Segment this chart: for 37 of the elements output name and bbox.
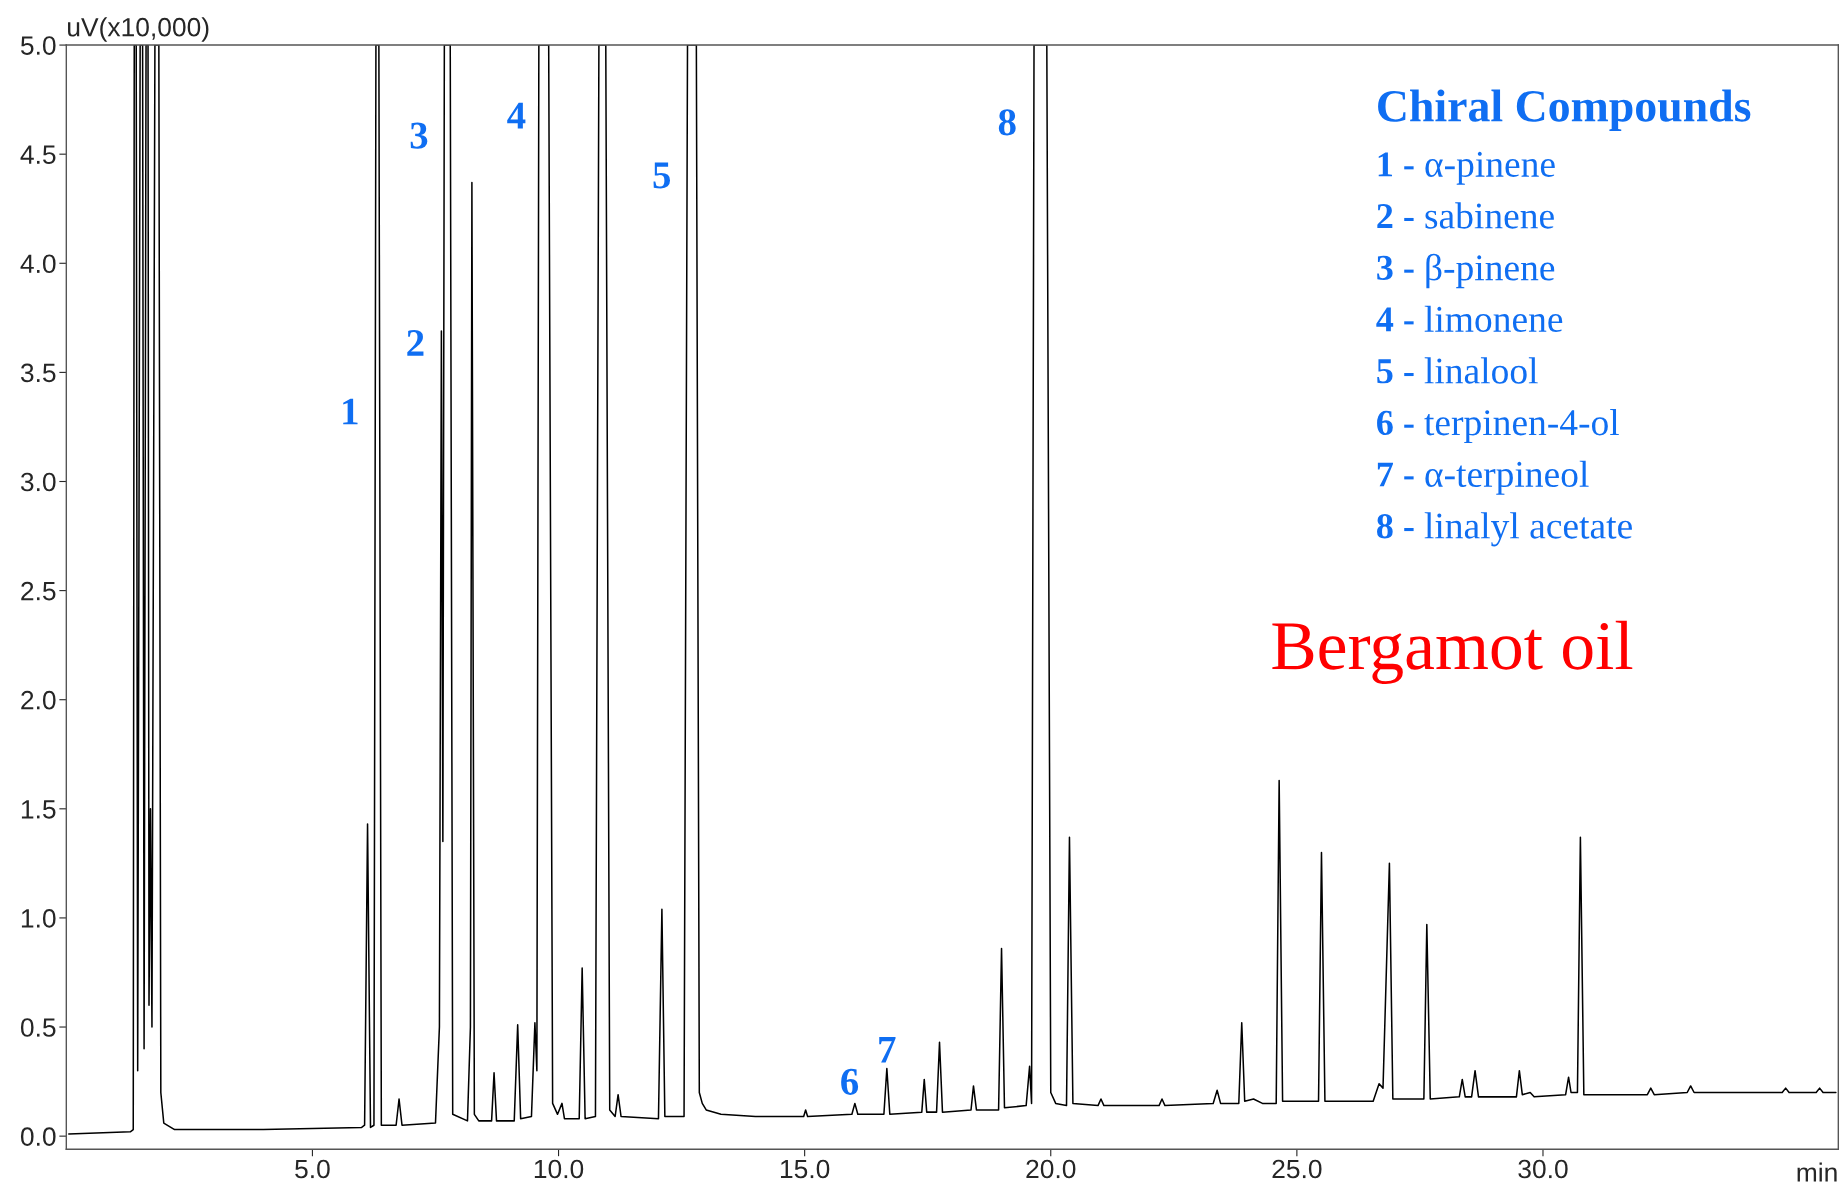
annotation: 2 - sabinene <box>1377 202 1554 229</box>
annotation: 7 - α-terpineol <box>1377 460 1589 495</box>
x-tick-label: 15.0 <box>780 1159 830 1179</box>
x-tick-label: 5.0 <box>295 1159 330 1179</box>
annotation: 8 <box>998 109 1016 136</box>
y-tick-label: 4.0 <box>20 254 56 274</box>
y-tick-label: 1.5 <box>21 800 56 819</box>
y-tick-label: 4.5 <box>20 145 56 164</box>
annotation: 2 <box>407 330 424 356</box>
x-tick-label: 25.0 <box>1272 1159 1322 1179</box>
x-tick-label: 20.0 <box>1026 1159 1076 1179</box>
annotation: 6 <box>841 1068 859 1095</box>
annotation: 4 - limonene <box>1376 305 1563 333</box>
y-tick-label: 2.0 <box>21 690 56 710</box>
annotation: 4 <box>507 102 526 129</box>
x-tick-label: 10.0 <box>534 1159 584 1179</box>
annotation: 8 - linalyl acetate <box>1377 512 1632 547</box>
x-tick-label: 30.0 <box>1518 1159 1568 1179</box>
annotation: Chiral Compounds <box>1378 89 1751 131</box>
y-tick-label: 1.0 <box>21 909 56 928</box>
y-axis-title: uV(x10,000) <box>68 17 209 42</box>
y-tick-label: 0.0 <box>20 1127 56 1146</box>
annotation: Bergamot oil <box>1272 620 1633 684</box>
y-tick-label: 3.5 <box>20 363 56 383</box>
y-tick-label: 0.5 <box>20 1018 56 1037</box>
annotation: 3 - β-pinene <box>1377 253 1555 289</box>
annotation: 1 <box>343 398 358 425</box>
annotation: 7 <box>879 1037 896 1063</box>
y-tick-label: 2.5 <box>21 581 56 601</box>
annotation: 5 - linalool <box>1377 357 1538 384</box>
y-tick-label: 5.0 <box>20 36 56 55</box>
annotation: 6 - terpinen-4-ol <box>1377 409 1619 444</box>
x-axis-title: min <box>1797 1162 1837 1182</box>
annotation: 1 - α-pinene <box>1378 151 1555 185</box>
annotation: 5 <box>653 162 671 189</box>
y-tick-label: 3.0 <box>20 472 56 492</box>
annotation: 3 <box>410 122 428 149</box>
